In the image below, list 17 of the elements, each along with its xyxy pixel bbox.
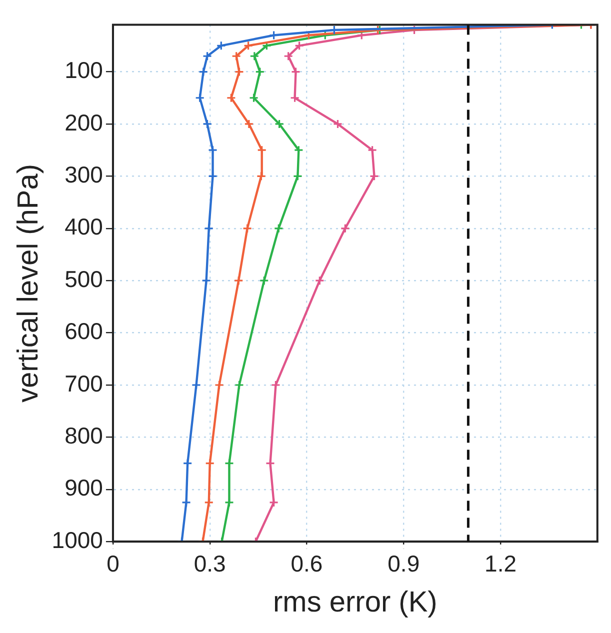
y-tick-label: 800	[64, 422, 103, 449]
x-tick-label: 1.2	[484, 550, 517, 577]
y-tick-label: 1000	[52, 526, 103, 553]
y-tick-label: 900	[64, 474, 103, 501]
x-tick-label: 0	[106, 550, 120, 577]
y-tick-label: 200	[64, 109, 103, 136]
y-tick-label: 100	[64, 57, 103, 84]
y-tick-label: 600	[64, 318, 103, 344]
y-tick-label: 300	[64, 162, 103, 188]
y-tick-label: 500	[64, 266, 103, 292]
x-tick-label: 0.3	[194, 550, 226, 577]
x-tick-label: 0.9	[388, 550, 420, 577]
y-tick-label: 700	[64, 370, 103, 396]
x-tick-label: 0.6	[290, 550, 323, 577]
y-axis-title: vertical level (hPa)	[12, 164, 44, 402]
x-axis-title: rms error (K)	[273, 586, 438, 619]
y-tick-label: 400	[64, 214, 103, 240]
